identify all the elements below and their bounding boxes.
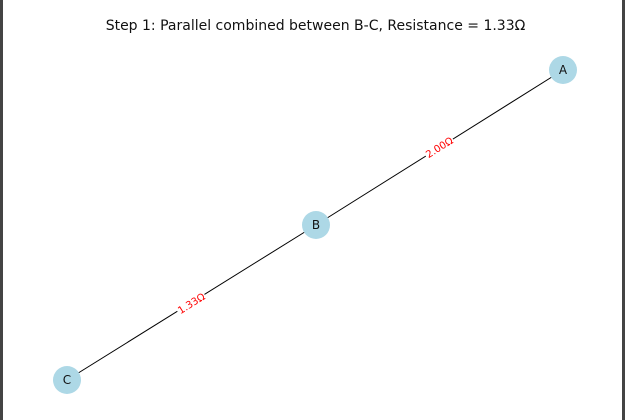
node-b-circle	[302, 211, 330, 239]
node-c-label: C	[63, 373, 71, 387]
edge-label-a-b-background	[421, 132, 457, 162]
node-a: A	[549, 56, 577, 84]
node-c-circle	[53, 366, 81, 394]
node-c: C	[53, 366, 81, 394]
node-a-label: A	[559, 63, 568, 77]
circuit-graph: 2.00Ω 1.33Ω A B C	[53, 56, 577, 394]
edge-label-b-c-group: 1.33Ω	[173, 288, 209, 318]
node-b-label: B	[312, 218, 320, 232]
diagram-title: Step 1: Parallel combined between B-C, R…	[105, 18, 526, 34]
edge-label-a-b-group: 2.00Ω	[421, 132, 457, 162]
node-a-circle	[549, 56, 577, 84]
node-b: B	[302, 211, 330, 239]
edge-label-b-c-background	[173, 288, 209, 318]
